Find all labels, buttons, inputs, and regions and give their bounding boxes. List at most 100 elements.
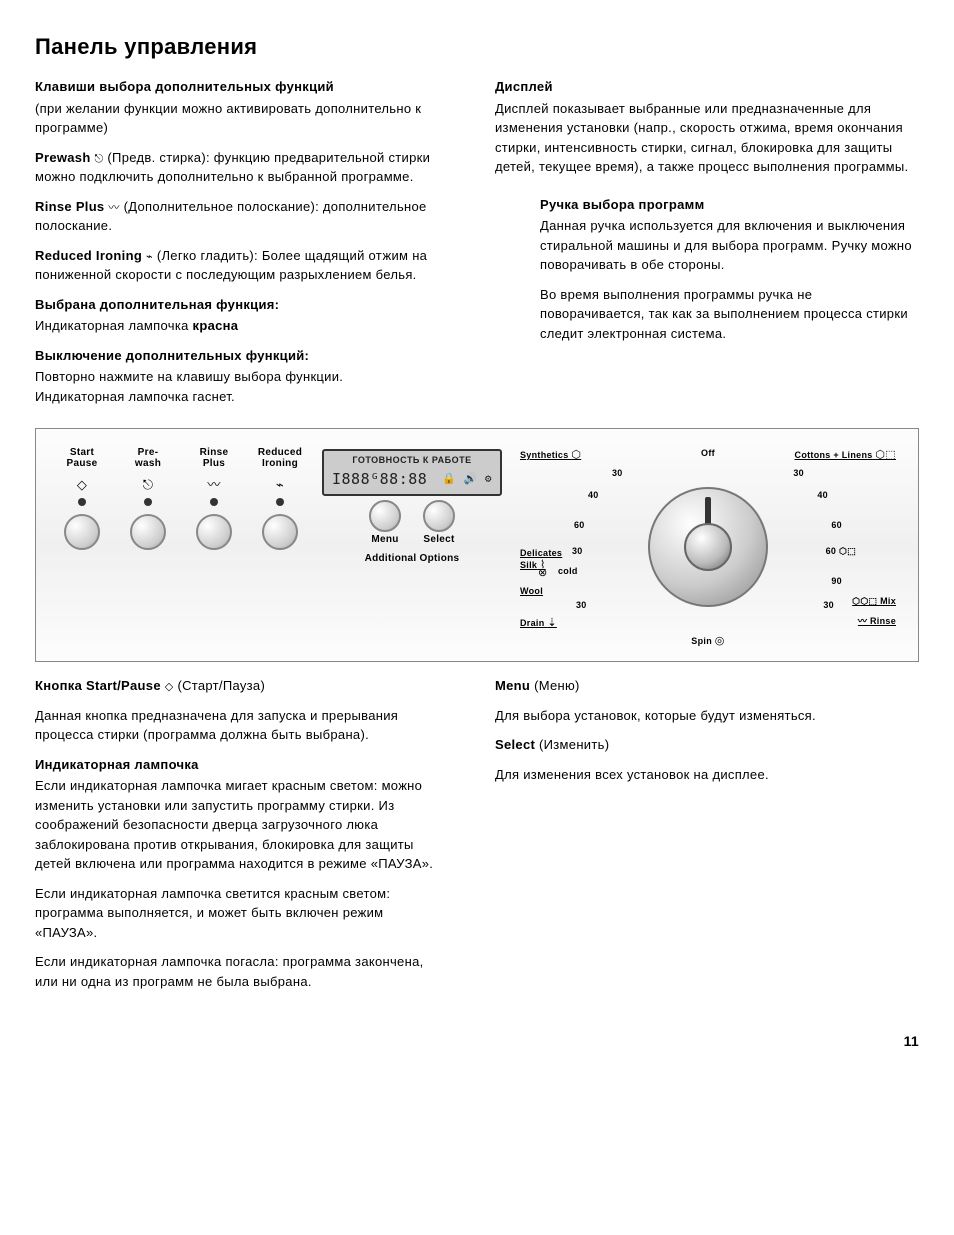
prewash-icon: ⎋ xyxy=(143,475,154,495)
knob-desc1: Данная ручка используется для включения … xyxy=(540,216,919,275)
select-button[interactable] xyxy=(423,500,455,532)
dial-cold: cold xyxy=(558,565,578,579)
dial-cottons: Cottons + Linens ⬡⬚ xyxy=(795,447,896,464)
select-title: Select xyxy=(495,737,535,752)
program-dial[interactable] xyxy=(648,487,768,607)
dial-rinse: 〰 Rinse xyxy=(858,615,896,629)
led-start xyxy=(78,498,86,506)
prewash-para: Prewash ⎋ (Предв. стирка): функцию предв… xyxy=(35,148,435,187)
display-segments: I888ᴳ88:88 xyxy=(332,468,427,491)
rinse-plus-button[interactable] xyxy=(196,514,232,550)
knob-heading: Ручка выбора программ xyxy=(540,195,919,215)
select-desc: Для изменения всех установок на дисплее. xyxy=(495,765,919,785)
led-rinse xyxy=(210,498,218,506)
display-column: ГОТОВНОСТЬ К РАБОТЕ I888ᴳ88:88 🔒 🔊 ⚙ Men… xyxy=(322,449,502,566)
diamond-icon: ◇ xyxy=(165,681,174,693)
page-number: 11 xyxy=(35,1031,919,1052)
off-heading: Выключение дополнительных функций: xyxy=(35,346,435,366)
rinse-button-col: Rinse Plus 〰 xyxy=(188,447,240,550)
dial-drain: Drain ⇣ xyxy=(520,615,557,632)
dial-60-left: 60 xyxy=(574,519,585,533)
select-button-col: Select xyxy=(423,500,455,547)
dial-wool-30: 30 xyxy=(576,599,587,613)
menu-desc: Для выбора установок, которые будут изме… xyxy=(495,706,919,726)
led-p1: Если индикаторная лампочка мигает красны… xyxy=(35,776,435,874)
start-pause-heading: Кнопка Start/Pause ◇ (Старт/Пауза) xyxy=(35,676,435,696)
selected-pre: Индикаторная лампочка xyxy=(35,318,193,333)
display-heading: Дисплей xyxy=(495,77,919,97)
led-p3: Если индикаторная лампочка погасла: прог… xyxy=(35,952,435,991)
rinse-icon: 〰 xyxy=(207,475,220,495)
selected-desc: Индикаторная лампочка красна xyxy=(35,316,435,336)
selected-heading: Выбрана дополнительная функция: xyxy=(35,295,435,315)
dial-30-left: 30 xyxy=(612,467,623,481)
led-reduced xyxy=(276,498,284,506)
dial-off: Off xyxy=(701,447,715,461)
menu-button[interactable] xyxy=(369,500,401,532)
dial-40-left: 40 xyxy=(588,489,599,503)
start-desc: Данная кнопка предназначена для запуска … xyxy=(35,706,435,745)
select-label: Select xyxy=(423,532,454,547)
dial-knob xyxy=(684,523,732,571)
func-keys-sub: (при желании функции можно активировать … xyxy=(35,99,435,138)
top-right-column: Дисплей Дисплей показывает выбранные или… xyxy=(495,71,919,416)
reduced-para: Reduced Ironing ⌁ (Легко гладить): Более… xyxy=(35,246,435,285)
start-pause-button-col: Start Pause ◇ xyxy=(56,447,108,550)
dial-90: 90 xyxy=(831,575,842,589)
btn-label-reduced: Reduced Ironing xyxy=(258,447,302,473)
dial-wool: Wool xyxy=(520,585,543,599)
dial-60e: 60 ⬡⬚ xyxy=(826,545,856,559)
dial-40-right: 40 xyxy=(817,489,828,503)
rinse-para: Rinse Plus 〰 (Дополнительное полоскание)… xyxy=(35,197,435,236)
reduced-ironing-button[interactable] xyxy=(262,514,298,550)
start-pause-button[interactable] xyxy=(64,514,100,550)
menu-label: Menu xyxy=(371,532,398,547)
btn-label-prewash: Pre- wash xyxy=(135,447,161,473)
menu-trans: (Меню) xyxy=(530,678,580,693)
button-group: Start Pause ◇ Pre- wash ⎋ Rinse Plus 〰 R… xyxy=(56,447,306,550)
menu-title: Menu xyxy=(495,678,530,693)
off-desc: Повторно нажмите на клавишу выбора функц… xyxy=(35,367,435,406)
display-icons: 🔒 🔊 ⚙ xyxy=(442,471,492,488)
prewash-button-col: Pre- wash ⎋ xyxy=(122,447,174,550)
rinse-icon: 〰 xyxy=(108,202,119,214)
bottom-left-column: Кнопка Start/Pause ◇ (Старт/Пауза) Данна… xyxy=(35,676,435,1001)
dial-cold-icon: ⊗ xyxy=(538,565,548,582)
start-title: Кнопка Start/Pause xyxy=(35,678,161,693)
knob-desc2: Во время выполнения программы ручка не п… xyxy=(540,285,919,344)
prewash-button[interactable] xyxy=(130,514,166,550)
lcd-display: ГОТОВНОСТЬ К РАБОТЕ I888ᴳ88:88 🔒 🔊 ⚙ xyxy=(322,449,502,496)
led-p2: Если индикаторная лампочка светится крас… xyxy=(35,884,435,943)
dial-synthetics: Synthetics ⬡ xyxy=(520,447,581,464)
dial-60-right: 60 xyxy=(831,519,842,533)
func-keys-heading: Клавиши выбора дополнительных функций xyxy=(35,77,435,97)
menu-button-col: Menu xyxy=(369,500,401,547)
prewash-icon: ⎋ xyxy=(95,153,104,165)
page-title: Панель управления xyxy=(35,30,919,63)
dial-30-right: 30 xyxy=(793,467,804,481)
reduced-label: Reduced Ironing xyxy=(35,248,142,263)
reduced-icon: ⌁ xyxy=(276,475,284,495)
led-heading: Индикаторная лампочка xyxy=(35,755,435,775)
start-trans: (Старт/Пауза) xyxy=(174,678,266,693)
dial-mix: ⬡⬡⬚ Mix xyxy=(852,595,896,609)
rinse-label: Rinse Plus xyxy=(35,199,104,214)
top-left-column: Клавиши выбора дополнительных функций (п… xyxy=(35,71,435,416)
control-panel-diagram: Start Pause ◇ Pre- wash ⎋ Rinse Plus 〰 R… xyxy=(35,428,919,662)
prewash-label: Prewash xyxy=(35,150,91,165)
btn-label-rinse: Rinse Plus xyxy=(200,447,229,473)
led-prewash xyxy=(144,498,152,506)
select-heading: Select (Изменить) xyxy=(495,735,919,755)
selected-bold: красна xyxy=(193,318,239,333)
select-trans: (Изменить) xyxy=(535,737,609,752)
reduced-icon: ⌁ xyxy=(146,251,153,263)
menu-heading: Menu (Меню) xyxy=(495,676,919,696)
dial-spin: Spin ◎ xyxy=(691,633,724,650)
bottom-right-column: Menu (Меню) Для выбора установок, которы… xyxy=(495,676,919,1001)
diamond-icon: ◇ xyxy=(77,475,87,495)
display-status-text: ГОТОВНОСТЬ К РАБОТЕ xyxy=(332,454,492,468)
display-desc: Дисплей показывает выбранные или предназ… xyxy=(495,99,919,177)
reduced-button-col: Reduced Ironing ⌁ xyxy=(254,447,306,550)
dial-delicates-30: 30 xyxy=(572,545,583,559)
dial-mix-30: 30 xyxy=(823,599,834,613)
